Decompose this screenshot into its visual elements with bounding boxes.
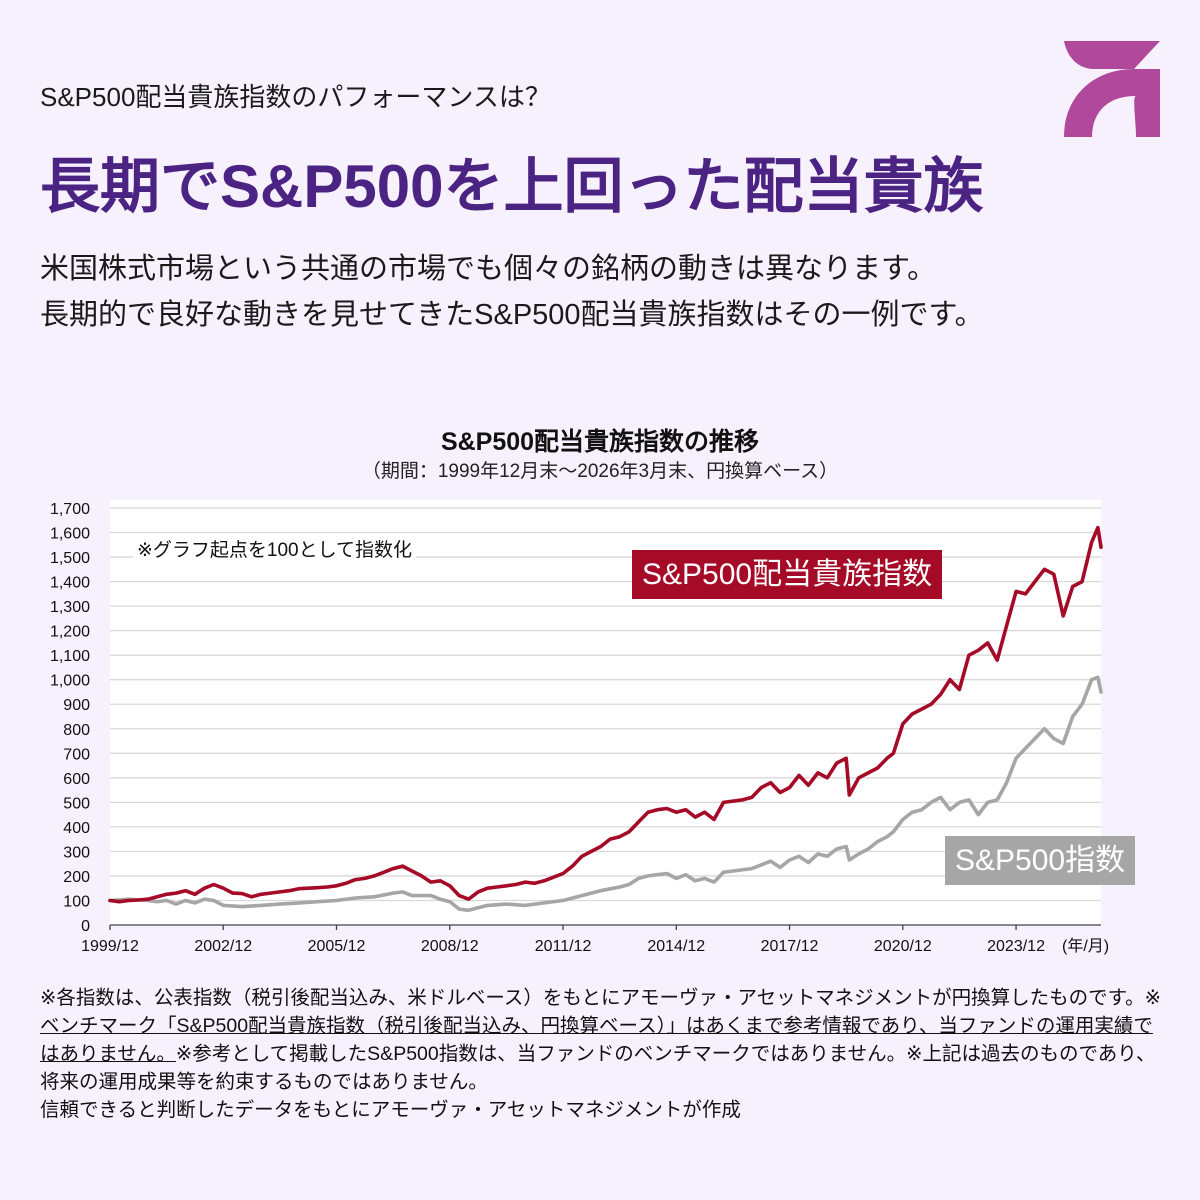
x-tick-label: 2005/12 (308, 938, 366, 955)
x-tick-label: 2008/12 (421, 938, 479, 955)
legend-sp500: S&P500指数 (945, 836, 1136, 885)
y-tick-label: 100 (63, 893, 90, 910)
logo-arch-shape (1064, 69, 1160, 137)
x-tick-label: 1999/12 (81, 938, 139, 955)
footnote-part-1: ※各指数は、公表指数（税引後配当込み、米ドルベース）をもとにアモーヴァ・アセット… (40, 987, 1161, 1009)
y-tick-label: 1,100 (50, 648, 90, 665)
y-tick-label: 600 (63, 771, 90, 788)
y-tick-label: 1,500 (50, 550, 90, 567)
y-tick-label: 300 (63, 844, 90, 861)
chart-period: （期間：1999年12月末～2026年3月末、円換算ベース） (361, 461, 839, 482)
x-tick-label: 2020/12 (874, 938, 932, 955)
lead-text: 米国株式市場という共通の市場でも個々の銘柄の動きは異なります。 長期的で良好な動… (40, 246, 984, 338)
chart-note: ※グラフ起点を100として指数化 (133, 535, 417, 562)
footnote-part-3: ※参考として掲載したS&P500指数は、当ファンドのベンチマークではありません。… (40, 1043, 1156, 1093)
x-axis-unit-label: (年/月) (1062, 937, 1109, 955)
y-tick-label: 1,600 (50, 526, 90, 543)
footnote-benchmark-disclaimer: ベンチマーク「S&P500配当貴族指数（税引後配当込み、円換算ベース）」はあくま… (40, 1015, 1153, 1065)
x-tick-label: 2017/12 (761, 938, 819, 955)
x-tick-label: 2002/12 (194, 938, 252, 955)
y-tick-label: 1,300 (50, 599, 90, 616)
lead-line-1: 米国株式市場という共通の市場でも個々の銘柄の動きは異なります。 (40, 253, 937, 285)
x-tick-label: 2011/12 (535, 938, 592, 955)
y-tick-label: 1,200 (50, 624, 90, 641)
series-line-dividend-aristocrats (108, 525, 1103, 904)
y-tick-label: 700 (63, 746, 90, 763)
y-tick-label: 1,000 (50, 673, 90, 690)
y-tick-label: 800 (63, 722, 90, 739)
page-subtitle: S&P500配当貴族指数のパフォーマンスは？ (40, 82, 551, 112)
y-tick-label: 200 (63, 869, 90, 886)
y-tick-label: 400 (63, 820, 90, 837)
y-tick-label: 0 (81, 918, 90, 935)
series-line-sp500 (108, 675, 1103, 913)
y-tick-label: 500 (63, 795, 90, 812)
footnote-source: 信頼できると判断したデータをもとにアモーヴァ・アセットマネジメントが作成 (40, 1099, 741, 1121)
chart-title: S&P500配当貴族指数の推移 (440, 428, 760, 456)
brand-logo-icon (1064, 41, 1160, 137)
page-headline: 長期でS&P500を上回った配当貴族 (40, 153, 984, 220)
logo-top-shape (1064, 41, 1160, 69)
y-tick-label: 1,700 (50, 501, 90, 518)
x-tick-label: 2023/12 (987, 938, 1045, 955)
legend-dividend-aristocrats: S&P500配当貴族指数 (632, 550, 943, 599)
lead-line-2: 長期的で良好な動きを見せてきたS&P500配当貴族指数はその一例です。 (40, 299, 984, 331)
y-tick-label: 900 (63, 697, 90, 714)
x-tick-label: 2014/12 (647, 938, 705, 955)
footnote: ※各指数は、公表指数（税引後配当込み、米ドルベース）をもとにアモーヴァ・アセット… (40, 984, 1170, 1124)
y-tick-label: 1,400 (50, 575, 90, 592)
